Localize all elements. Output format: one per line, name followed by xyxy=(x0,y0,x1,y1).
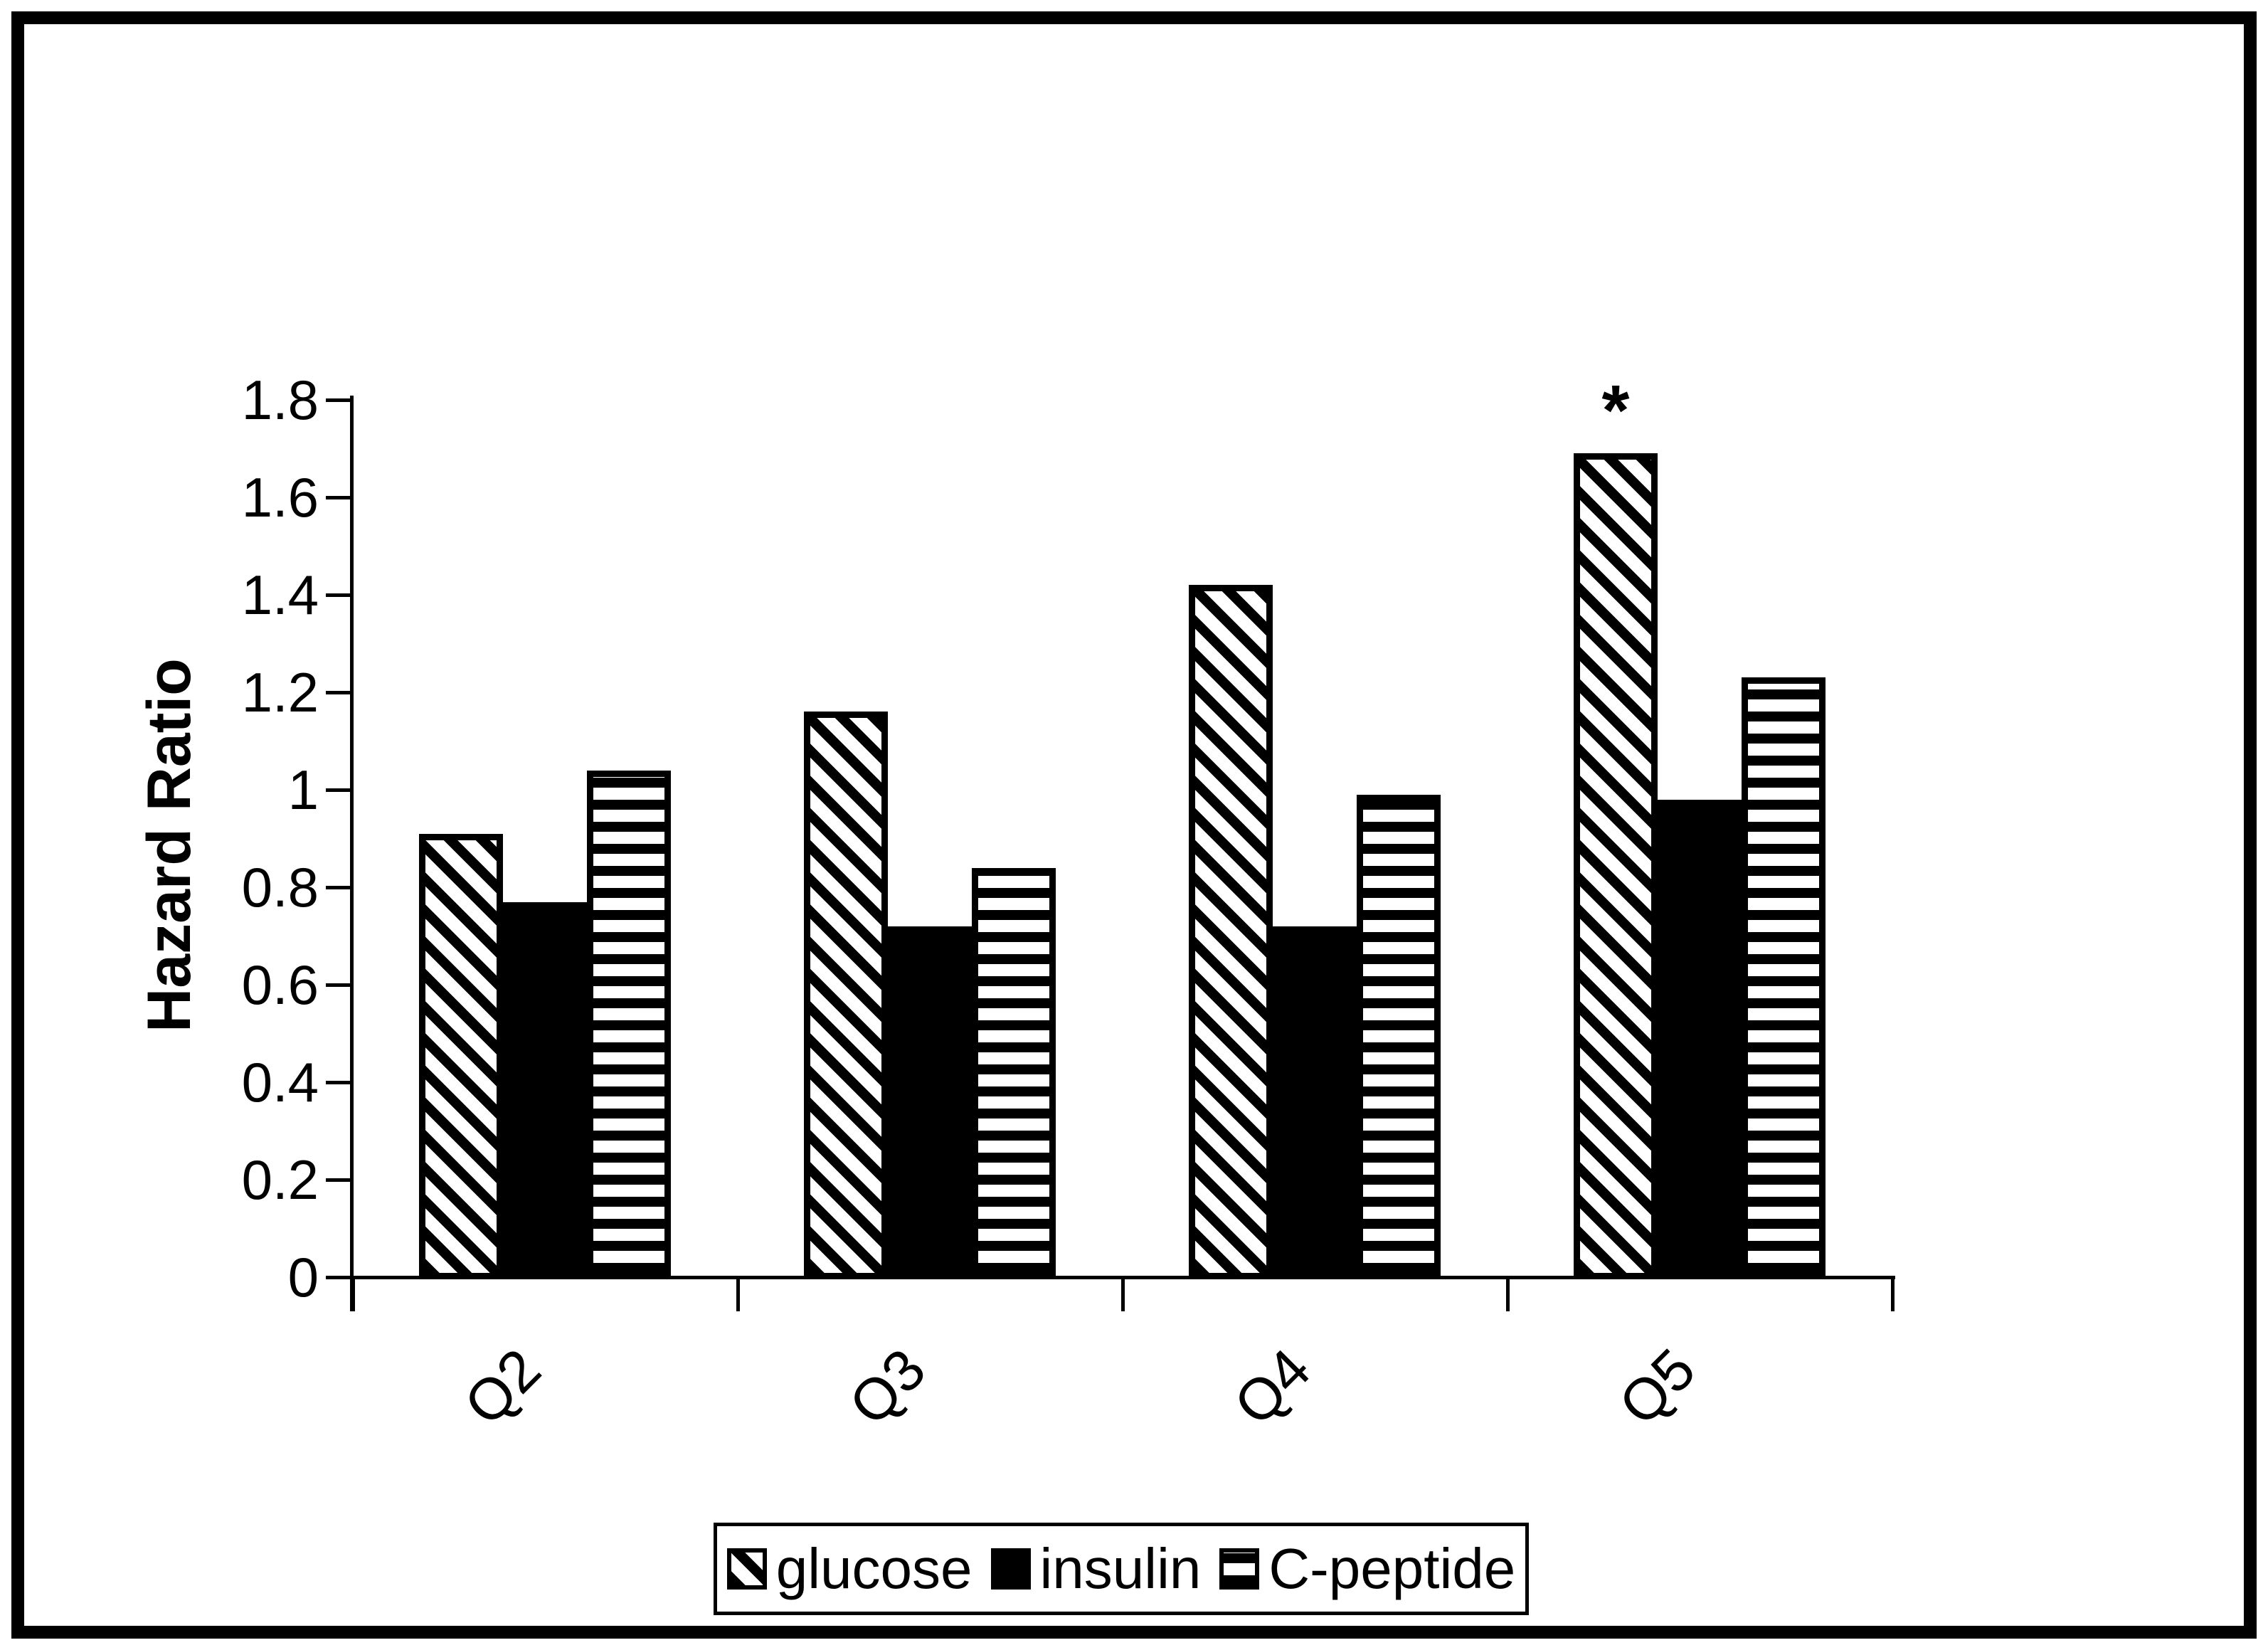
y-axis-tick-label: 1.6 xyxy=(241,466,319,529)
y-axis-tick-label: 1.2 xyxy=(241,661,319,724)
bar-glucose-Q5 xyxy=(1574,453,1658,1279)
y-axis-tick-label: 0.8 xyxy=(241,856,319,919)
legend-label-insulin: insulin xyxy=(1039,1537,1202,1600)
bar-insulin-Q4 xyxy=(1273,926,1357,1279)
y-axis-tick-label: 0 xyxy=(287,1246,319,1308)
y-axis-tick xyxy=(326,398,350,402)
y-axis-tick xyxy=(326,496,350,499)
bar-glucose-Q3 xyxy=(804,712,888,1279)
bar-insulin-Q2 xyxy=(503,902,587,1279)
y-axis-tick xyxy=(326,593,350,597)
bar-insulin-Q5 xyxy=(1658,800,1742,1279)
bar-insulin-Q3 xyxy=(888,926,972,1279)
legend-box: glucose insulin C-peptide xyxy=(714,1523,1529,1615)
y-axis-tick-label: 1.4 xyxy=(241,564,319,626)
C-peptide-swatch-icon xyxy=(1219,1548,1260,1590)
y-axis-tick-label: 0.6 xyxy=(241,953,319,1016)
y-axis-tick-label: 1.8 xyxy=(241,369,319,431)
insulin-swatch-icon xyxy=(990,1548,1031,1590)
legend-label-glucose: glucose xyxy=(775,1537,973,1600)
y-axis-tick xyxy=(326,788,350,792)
legend-item-glucose: glucose xyxy=(726,1537,973,1600)
bar-C-peptide-Q2 xyxy=(587,771,671,1279)
bar-glucose-Q4 xyxy=(1189,585,1273,1279)
y-axis-tick-label: 0.2 xyxy=(241,1148,319,1211)
y-axis-tick xyxy=(326,691,350,694)
bar-glucose-Q2 xyxy=(419,834,503,1279)
y-axis-tick-label: 0.4 xyxy=(241,1051,319,1114)
y-axis-line xyxy=(350,396,354,1311)
bar-C-peptide-Q4 xyxy=(1357,795,1441,1279)
y-axis-tick xyxy=(326,983,350,987)
x-axis-tick xyxy=(736,1277,740,1311)
x-axis-tick xyxy=(1121,1277,1125,1311)
y-axis-tick xyxy=(326,1178,350,1182)
x-axis-tick xyxy=(1506,1277,1510,1311)
y-axis-tick xyxy=(326,1276,350,1279)
legend-item-C-peptide: C-peptide xyxy=(1219,1540,1515,1597)
glucose-swatch-icon xyxy=(726,1548,767,1590)
figure-border-frame xyxy=(11,11,2257,1639)
legend-label-C-peptide: C-peptide xyxy=(1268,1537,1516,1600)
bar-C-peptide-Q3 xyxy=(972,868,1056,1279)
y-axis-tick-label: 1 xyxy=(287,758,319,821)
y-axis-tick xyxy=(326,1081,350,1084)
y-axis-tick xyxy=(326,886,350,889)
x-axis-tick xyxy=(351,1277,355,1311)
y-axis-title: Hazard Ratio xyxy=(135,658,203,1032)
legend-item-insulin: insulin xyxy=(990,1537,1202,1600)
significance-asterisk: * xyxy=(1601,371,1630,451)
bar-C-peptide-Q5 xyxy=(1742,677,1825,1279)
x-axis-tick xyxy=(1891,1277,1895,1311)
